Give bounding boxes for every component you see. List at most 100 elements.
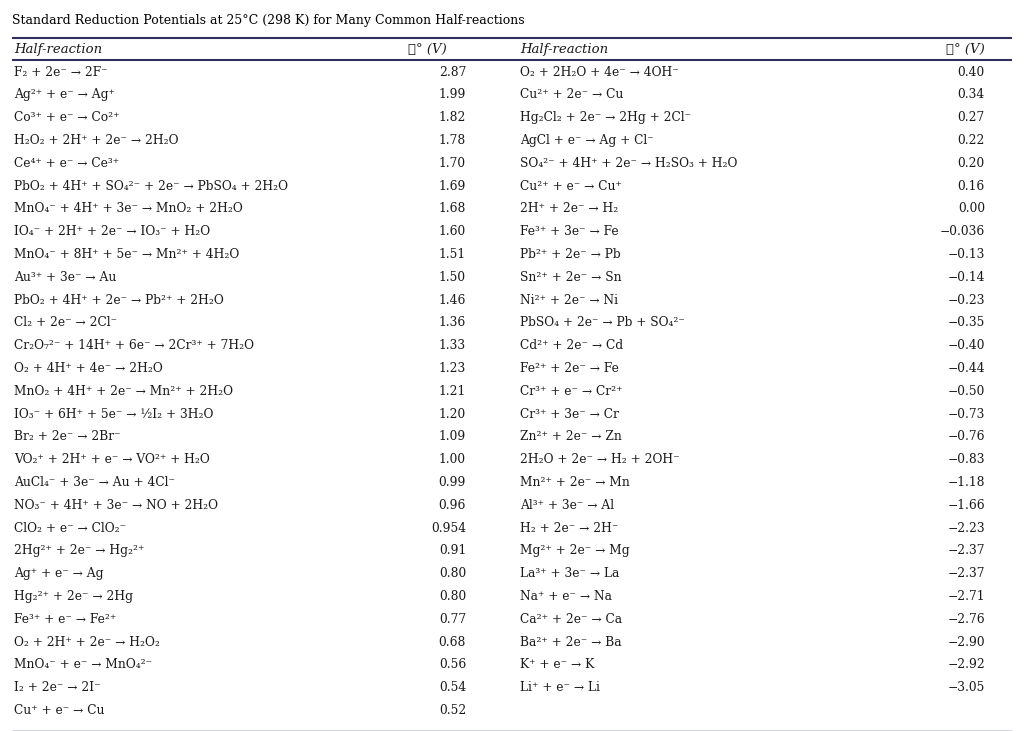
Text: 0.91: 0.91 <box>438 545 466 557</box>
Text: Cu²⁺ + 2e⁻ → Cu: Cu²⁺ + 2e⁻ → Cu <box>520 88 624 102</box>
Text: −0.73: −0.73 <box>947 407 985 420</box>
Text: 1.33: 1.33 <box>439 339 466 352</box>
Text: −0.40: −0.40 <box>947 339 985 352</box>
Text: Standard Reduction Potentials at 25°C (298 K) for Many Common Half-reactions: Standard Reduction Potentials at 25°C (2… <box>12 14 524 27</box>
Text: PbO₂ + 4H⁺ + SO₄²⁻ + 2e⁻ → PbSO₄ + 2H₂O: PbO₂ + 4H⁺ + SO₄²⁻ + 2e⁻ → PbSO₄ + 2H₂O <box>14 180 288 192</box>
Text: −0.76: −0.76 <box>947 431 985 443</box>
Text: Li⁺ + e⁻ → Li: Li⁺ + e⁻ → Li <box>520 681 600 694</box>
Text: 0.22: 0.22 <box>957 134 985 147</box>
Text: MnO₄⁻ + e⁻ → MnO₄²⁻: MnO₄⁻ + e⁻ → MnO₄²⁻ <box>14 659 153 671</box>
Text: −0.44: −0.44 <box>947 362 985 375</box>
Text: 1.09: 1.09 <box>438 431 466 443</box>
Text: −2.71: −2.71 <box>947 590 985 603</box>
Text: 1.60: 1.60 <box>438 225 466 238</box>
Text: −3.05: −3.05 <box>947 681 985 694</box>
Text: 2H₂O + 2e⁻ → H₂ + 2OH⁻: 2H₂O + 2e⁻ → H₂ + 2OH⁻ <box>520 453 680 466</box>
Text: Mg²⁺ + 2e⁻ → Mg: Mg²⁺ + 2e⁻ → Mg <box>520 545 630 557</box>
Text: Cd²⁺ + 2e⁻ → Cd: Cd²⁺ + 2e⁻ → Cd <box>520 339 624 352</box>
Text: −2.92: −2.92 <box>947 659 985 671</box>
Text: Al³⁺ + 3e⁻ → Al: Al³⁺ + 3e⁻ → Al <box>520 499 614 512</box>
Text: ClO₂ + e⁻ → ClO₂⁻: ClO₂ + e⁻ → ClO₂⁻ <box>14 521 126 534</box>
Text: NO₃⁻ + 4H⁺ + 3e⁻ → NO + 2H₂O: NO₃⁻ + 4H⁺ + 3e⁻ → NO + 2H₂O <box>14 499 218 512</box>
Text: I₂ + 2e⁻ → 2I⁻: I₂ + 2e⁻ → 2I⁻ <box>14 681 100 694</box>
Text: −0.23: −0.23 <box>947 294 985 306</box>
Text: 1.36: 1.36 <box>438 317 466 329</box>
Text: 0.56: 0.56 <box>438 659 466 671</box>
Text: Co³⁺ + e⁻ → Co²⁺: Co³⁺ + e⁻ → Co²⁺ <box>14 111 120 124</box>
Text: Ag⁺ + e⁻ → Ag: Ag⁺ + e⁻ → Ag <box>14 567 103 580</box>
Text: O₂ + 4H⁺ + 4e⁻ → 2H₂O: O₂ + 4H⁺ + 4e⁻ → 2H₂O <box>14 362 163 375</box>
Text: 1.51: 1.51 <box>439 248 466 261</box>
Text: Cl₂ + 2e⁻ → 2Cl⁻: Cl₂ + 2e⁻ → 2Cl⁻ <box>14 317 117 329</box>
Text: Fe²⁺ + 2e⁻ → Fe: Fe²⁺ + 2e⁻ → Fe <box>520 362 618 375</box>
Text: VO₂⁺ + 2H⁺ + e⁻ → VO²⁺ + H₂O: VO₂⁺ + 2H⁺ + e⁻ → VO²⁺ + H₂O <box>14 453 210 466</box>
Text: MnO₂ + 4H⁺ + 2e⁻ → Mn²⁺ + 2H₂O: MnO₂ + 4H⁺ + 2e⁻ → Mn²⁺ + 2H₂O <box>14 385 233 398</box>
Text: IO₃⁻ + 6H⁺ + 5e⁻ → ½I₂ + 3H₂O: IO₃⁻ + 6H⁺ + 5e⁻ → ½I₂ + 3H₂O <box>14 407 213 420</box>
Text: 0.96: 0.96 <box>438 499 466 512</box>
Text: Hg₂²⁺ + 2e⁻ → 2Hg: Hg₂²⁺ + 2e⁻ → 2Hg <box>14 590 133 603</box>
Text: ℰ° (V): ℰ° (V) <box>408 42 446 56</box>
Text: O₂ + 2H⁺ + 2e⁻ → H₂O₂: O₂ + 2H⁺ + 2e⁻ → H₂O₂ <box>14 635 160 648</box>
Text: PbO₂ + 4H⁺ + 2e⁻ → Pb²⁺ + 2H₂O: PbO₂ + 4H⁺ + 2e⁻ → Pb²⁺ + 2H₂O <box>14 294 224 306</box>
Text: −2.37: −2.37 <box>947 545 985 557</box>
Text: 0.68: 0.68 <box>438 635 466 648</box>
Text: Ag²⁺ + e⁻ → Ag⁺: Ag²⁺ + e⁻ → Ag⁺ <box>14 88 115 102</box>
Text: AuCl₄⁻ + 3e⁻ → Au + 4Cl⁻: AuCl₄⁻ + 3e⁻ → Au + 4Cl⁻ <box>14 476 175 489</box>
Text: 1.00: 1.00 <box>439 453 466 466</box>
Text: −0.83: −0.83 <box>947 453 985 466</box>
Text: −0.50: −0.50 <box>947 385 985 398</box>
Text: AgCl + e⁻ → Ag + Cl⁻: AgCl + e⁻ → Ag + Cl⁻ <box>520 134 653 147</box>
Text: Cu²⁺ + e⁻ → Cu⁺: Cu²⁺ + e⁻ → Cu⁺ <box>520 180 622 192</box>
Text: PbSO₄ + 2e⁻ → Pb + SO₄²⁻: PbSO₄ + 2e⁻ → Pb + SO₄²⁻ <box>520 317 685 329</box>
Text: 1.99: 1.99 <box>438 88 466 102</box>
Text: 2.87: 2.87 <box>438 66 466 78</box>
Text: Br₂ + 2e⁻ → 2Br⁻: Br₂ + 2e⁻ → 2Br⁻ <box>14 431 121 443</box>
Text: −2.37: −2.37 <box>947 567 985 580</box>
Text: 0.54: 0.54 <box>438 681 466 694</box>
Text: −2.76: −2.76 <box>947 613 985 626</box>
Text: Fe³⁺ + 3e⁻ → Fe: Fe³⁺ + 3e⁻ → Fe <box>520 225 618 238</box>
Text: −0.35: −0.35 <box>947 317 985 329</box>
Text: Fe³⁺ + e⁻ → Fe²⁺: Fe³⁺ + e⁻ → Fe²⁺ <box>14 613 117 626</box>
Text: 0.80: 0.80 <box>438 567 466 580</box>
Text: −1.66: −1.66 <box>947 499 985 512</box>
Text: −0.14: −0.14 <box>947 270 985 284</box>
Text: 1.50: 1.50 <box>439 270 466 284</box>
Text: 1.21: 1.21 <box>438 385 466 398</box>
Text: 1.70: 1.70 <box>439 156 466 170</box>
Text: 0.52: 0.52 <box>438 704 466 717</box>
Text: 0.27: 0.27 <box>957 111 985 124</box>
Text: 1.46: 1.46 <box>438 294 466 306</box>
Text: H₂ + 2e⁻ → 2H⁻: H₂ + 2e⁻ → 2H⁻ <box>520 521 618 534</box>
Text: ℰ° (V): ℰ° (V) <box>946 42 985 56</box>
Text: 2H⁺ + 2e⁻ → H₂: 2H⁺ + 2e⁻ → H₂ <box>520 202 618 216</box>
Text: H₂O₂ + 2H⁺ + 2e⁻ → 2H₂O: H₂O₂ + 2H⁺ + 2e⁻ → 2H₂O <box>14 134 178 147</box>
Text: 0.20: 0.20 <box>957 156 985 170</box>
Text: −2.90: −2.90 <box>947 635 985 648</box>
Text: 1.82: 1.82 <box>438 111 466 124</box>
Text: Pb²⁺ + 2e⁻ → Pb: Pb²⁺ + 2e⁻ → Pb <box>520 248 621 261</box>
Text: Na⁺ + e⁻ → Na: Na⁺ + e⁻ → Na <box>520 590 612 603</box>
Text: Ce⁴⁺ + e⁻ → Ce³⁺: Ce⁴⁺ + e⁻ → Ce³⁺ <box>14 156 119 170</box>
Text: 0.77: 0.77 <box>439 613 466 626</box>
Text: Ca²⁺ + 2e⁻ → Ca: Ca²⁺ + 2e⁻ → Ca <box>520 613 623 626</box>
Text: −2.23: −2.23 <box>947 521 985 534</box>
Text: MnO₄⁻ + 8H⁺ + 5e⁻ → Mn²⁺ + 4H₂O: MnO₄⁻ + 8H⁺ + 5e⁻ → Mn²⁺ + 4H₂O <box>14 248 240 261</box>
Text: Zn²⁺ + 2e⁻ → Zn: Zn²⁺ + 2e⁻ → Zn <box>520 431 622 443</box>
Text: 0.16: 0.16 <box>957 180 985 192</box>
Text: 0.954: 0.954 <box>431 521 466 534</box>
Text: −0.13: −0.13 <box>947 248 985 261</box>
Text: Au³⁺ + 3e⁻ → Au: Au³⁺ + 3e⁻ → Au <box>14 270 117 284</box>
Text: 0.34: 0.34 <box>957 88 985 102</box>
Text: Cu⁺ + e⁻ → Cu: Cu⁺ + e⁻ → Cu <box>14 704 104 717</box>
Text: O₂ + 2H₂O + 4e⁻ → 4OH⁻: O₂ + 2H₂O + 4e⁻ → 4OH⁻ <box>520 66 679 78</box>
Text: 1.68: 1.68 <box>438 202 466 216</box>
Text: MnO₄⁻ + 4H⁺ + 3e⁻ → MnO₂ + 2H₂O: MnO₄⁻ + 4H⁺ + 3e⁻ → MnO₂ + 2H₂O <box>14 202 243 216</box>
Text: 0.80: 0.80 <box>438 590 466 603</box>
Text: 1.23: 1.23 <box>438 362 466 375</box>
Text: 0.40: 0.40 <box>957 66 985 78</box>
Text: SO₄²⁻ + 4H⁺ + 2e⁻ → H₂SO₃ + H₂O: SO₄²⁻ + 4H⁺ + 2e⁻ → H₂SO₃ + H₂O <box>520 156 737 170</box>
Text: 0.00: 0.00 <box>957 202 985 216</box>
Text: Half-reaction: Half-reaction <box>14 42 102 56</box>
Text: Cr³⁺ + 3e⁻ → Cr: Cr³⁺ + 3e⁻ → Cr <box>520 407 618 420</box>
